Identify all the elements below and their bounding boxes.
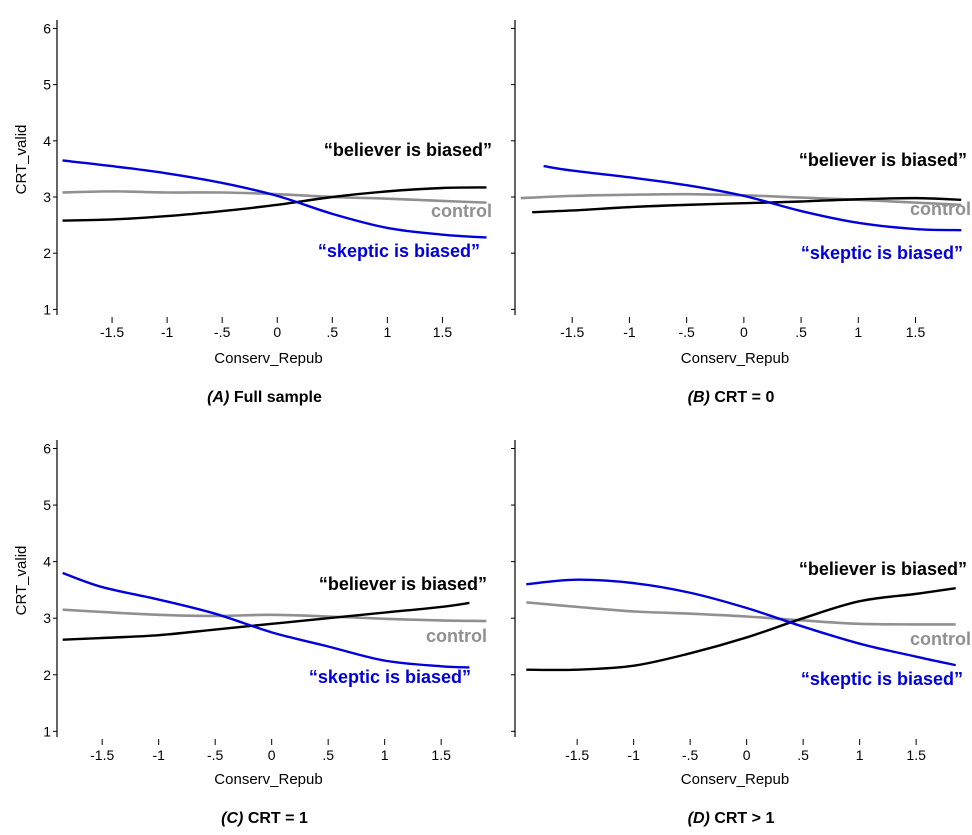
x-tick-label: -1.5 [560,324,584,340]
x-tick-label: 0 [268,747,276,763]
series-label-believer: “believer is biased” [799,150,967,170]
series-line-skeptic [62,571,470,669]
panel-caption-label: (A) [207,389,229,406]
y-tick-label: 6 [43,20,51,36]
x-tick-label: -1 [627,747,640,763]
x-tick-label: .5 [797,747,809,763]
series-label-believer: “believer is biased” [799,559,967,579]
y-tick-label: 3 [43,610,51,626]
chart-panel-c: 1 2 3 4 5 6 -1.5 -1 -.5 0 .5 1 1.5 Conserv_Repub CRT_v… [13,440,487,827]
x-tick-label: -1 [623,324,636,340]
x-tick-label: -.5 [207,747,224,763]
x-tick-label: -1.5 [90,747,114,763]
series-line-believer [62,601,470,641]
x-tick-label: 1.5 [906,747,926,763]
panel-caption-label: (D) [688,810,710,827]
panel-caption: (B) CRT = 0 [688,389,775,406]
series-line-control [62,190,487,204]
x-tick-label: 1.5 [433,324,453,340]
panel-caption-text: CRT = 1 [243,810,308,827]
y-axis-label: CRT_valid [13,125,30,195]
y-tick-label: 2 [43,245,51,261]
x-tick-label: 0 [743,747,751,763]
x-tick-label: 1 [383,324,391,340]
panel-caption-text: Full sample [229,389,322,406]
series-label-believer: “believer is biased” [324,140,492,160]
series-line-control [62,608,487,623]
y-tick-label: 4 [43,133,51,149]
y-tick-label: 1 [43,301,51,317]
y-axis-label: CRT_valid [13,546,30,616]
series-line-skeptic [543,164,962,232]
series-label-control: control [431,201,492,221]
x-axis-label: Conserv_Repub [214,350,322,367]
y-tick-label: 6 [43,440,51,456]
series-label-believer: “believer is biased” [319,574,487,594]
x-tick-label: -1 [161,324,174,340]
x-tick-label: -1.5 [100,324,124,340]
series-line-believer [526,587,956,672]
x-tick-label: -.5 [678,324,695,340]
panel-caption-text: CRT > 1 [710,810,775,827]
panel-caption-label: (C) [221,810,243,827]
x-tick-label: -1.5 [565,747,589,763]
series-line-skeptic [526,578,956,667]
y-tick-label: 1 [43,723,51,739]
chart-panel-d: -1.5 -1 -.5 0 .5 1 1.5 Conserv_Repub control “bel… [511,440,971,827]
x-tick-label: .5 [326,324,338,340]
x-tick-label: .5 [795,324,807,340]
y-tick-label: 4 [43,554,51,570]
series-label-skeptic: “skeptic is biased” [309,667,471,687]
y-tick-label: 3 [43,189,51,205]
x-tick-label: 1 [854,324,862,340]
x-axis-label: Conserv_Repub [214,771,322,788]
series-label-control: control [910,199,971,219]
x-tick-label: 1.5 [906,324,926,340]
panel-caption: (C) CRT = 1 [221,810,308,827]
series-label-skeptic: “skeptic is biased” [318,241,480,261]
x-tick-label: 0 [740,324,748,340]
series-label-skeptic: “skeptic is biased” [801,243,963,263]
x-tick-label: 1.5 [431,747,451,763]
chart-panel-b: -1.5 -1 -.5 0 .5 1 1.5 Conserv_Repub control “bel… [511,20,971,406]
series-line-control [526,601,956,626]
x-tick-label: 0 [273,324,281,340]
chart-panel-a: 1 2 3 4 5 6 -1.5 -1 -.5 0 .5 1 1.5 Conserv_Repub CRT_v… [13,20,492,406]
series-label-control: control [910,629,971,649]
x-tick-label: 1 [856,747,864,763]
panel-caption: (D) CRT > 1 [688,810,775,827]
y-tick-label: 5 [43,77,51,93]
x-axis-label: Conserv_Repub [681,771,789,788]
x-tick-label: 1 [381,747,389,763]
x-tick-label: .5 [322,747,334,763]
panel-caption-text: CRT = 0 [710,389,775,406]
x-tick-label: -.5 [682,747,699,763]
series-label-control: control [426,626,487,646]
x-axis-label: Conserv_Repub [681,350,789,367]
series-line-believer [62,186,487,222]
x-tick-label: -.5 [214,324,231,340]
series-line-believer [532,196,962,214]
series-label-skeptic: “skeptic is biased” [801,669,963,689]
panel-caption-label: (B) [688,389,710,406]
y-tick-label: 2 [43,667,51,683]
y-tick-label: 5 [43,497,51,513]
panel-caption: (A) Full sample [207,389,322,406]
x-tick-label: -1 [152,747,165,763]
series-line-skeptic [62,159,487,239]
